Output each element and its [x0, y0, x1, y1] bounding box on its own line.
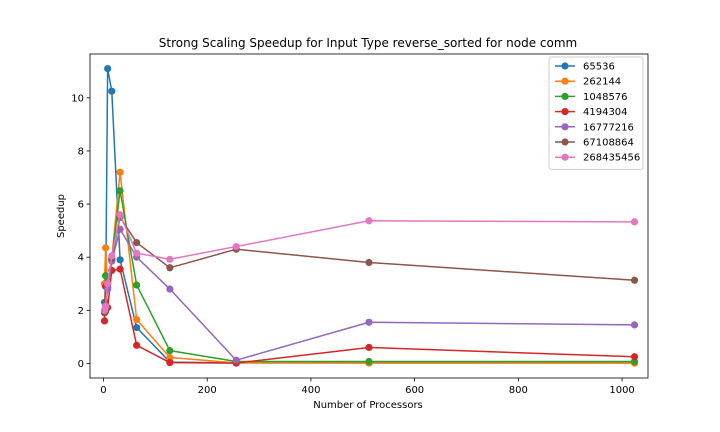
y-axis: 0 2 4 6 8 10 — [71, 93, 90, 370]
legend-label: 16777216 — [583, 122, 634, 133]
data-point — [116, 168, 124, 176]
legend-marker — [561, 108, 569, 116]
y-tick-label: 8 — [78, 146, 84, 157]
y-tick-label: 0 — [78, 359, 84, 370]
data-point — [101, 272, 110, 280]
series-1048576 — [100, 187, 639, 366]
x-tick-label: 800 — [509, 385, 528, 396]
data-point — [101, 302, 110, 310]
y-tick-label: 6 — [78, 200, 84, 211]
data-point — [133, 238, 141, 247]
data-point — [116, 187, 124, 195]
data-point — [630, 276, 639, 284]
legend: 65536 262144 1048576 4194304 16777216 6710886… — [548, 56, 644, 170]
plot-frame — [89, 53, 649, 379]
legend-item: 268435456 — [555, 153, 640, 164]
series-line — [103, 213, 635, 311]
plot-area — [89, 53, 649, 379]
data-point — [104, 65, 112, 73]
x-tick-label: 400 — [301, 385, 320, 396]
data-point — [365, 217, 373, 225]
legend-marker — [561, 123, 569, 131]
series-268435456 — [100, 211, 639, 314]
series-line — [103, 228, 635, 361]
data-point — [365, 258, 373, 267]
legend-label: 1048576 — [583, 92, 628, 103]
x-tick-label: 1000 — [609, 385, 634, 396]
data-point — [101, 244, 110, 252]
y-tick-label: 2 — [78, 306, 84, 317]
data-point — [365, 343, 373, 352]
series-4194304 — [100, 265, 639, 367]
y-tick-label: 10 — [71, 93, 84, 104]
legend-marker — [561, 138, 569, 146]
data-point — [630, 353, 639, 361]
data-point — [232, 356, 240, 364]
x-tick-label: 600 — [405, 385, 424, 396]
data-point — [133, 315, 141, 324]
legend-item: 65536 — [555, 62, 615, 73]
y-tick-label: 4 — [78, 253, 84, 264]
x-tick-label: 200 — [198, 385, 217, 396]
series-16777216 — [100, 225, 639, 364]
legend-label: 4194304 — [583, 107, 628, 118]
data-point — [104, 280, 112, 288]
data-point — [108, 252, 116, 260]
legend-item: 67108864 — [555, 138, 634, 149]
data-point — [365, 318, 373, 326]
legend-label: 268435456 — [583, 153, 640, 164]
legend-marker — [561, 153, 569, 161]
data-point — [166, 264, 174, 272]
data-point — [166, 353, 174, 362]
data-point — [133, 249, 141, 257]
data-point — [365, 357, 373, 366]
series-line — [103, 171, 635, 364]
series-262144 — [100, 168, 639, 367]
data-point — [100, 317, 109, 325]
data-point — [166, 255, 174, 263]
x-axis-label: Number of Processors — [313, 400, 423, 411]
data-point — [116, 265, 124, 273]
data-point — [133, 281, 141, 289]
y-axis-label: Speedup — [56, 194, 67, 238]
x-axis: 0 200 400 600 800 1000 — [100, 378, 635, 396]
legend-marker — [561, 62, 569, 70]
legend-item: 4194304 — [555, 107, 628, 118]
series-layer — [100, 65, 639, 367]
series-line — [103, 190, 635, 363]
data-point — [166, 358, 174, 367]
data-point — [108, 87, 116, 95]
legend-item: 16777216 — [555, 122, 634, 133]
data-point — [630, 321, 639, 329]
data-point — [116, 211, 124, 219]
data-point — [630, 218, 639, 226]
legend-item: 262144 — [555, 77, 621, 88]
x-tick-label: 0 — [100, 385, 106, 396]
legend-marker — [561, 77, 569, 85]
data-point — [133, 341, 141, 349]
data-point — [166, 347, 174, 355]
data-point — [166, 285, 174, 293]
legend-item: 1048576 — [555, 92, 628, 103]
legend-marker — [561, 92, 569, 100]
chart-title: Strong Scaling Speedup for Input Type re… — [159, 36, 577, 50]
legend-label: 65536 — [583, 62, 615, 73]
data-point — [232, 242, 240, 251]
data-point — [116, 256, 124, 264]
legend-label: 67108864 — [583, 138, 634, 149]
legend-label: 262144 — [583, 77, 621, 88]
data-point — [133, 323, 141, 332]
